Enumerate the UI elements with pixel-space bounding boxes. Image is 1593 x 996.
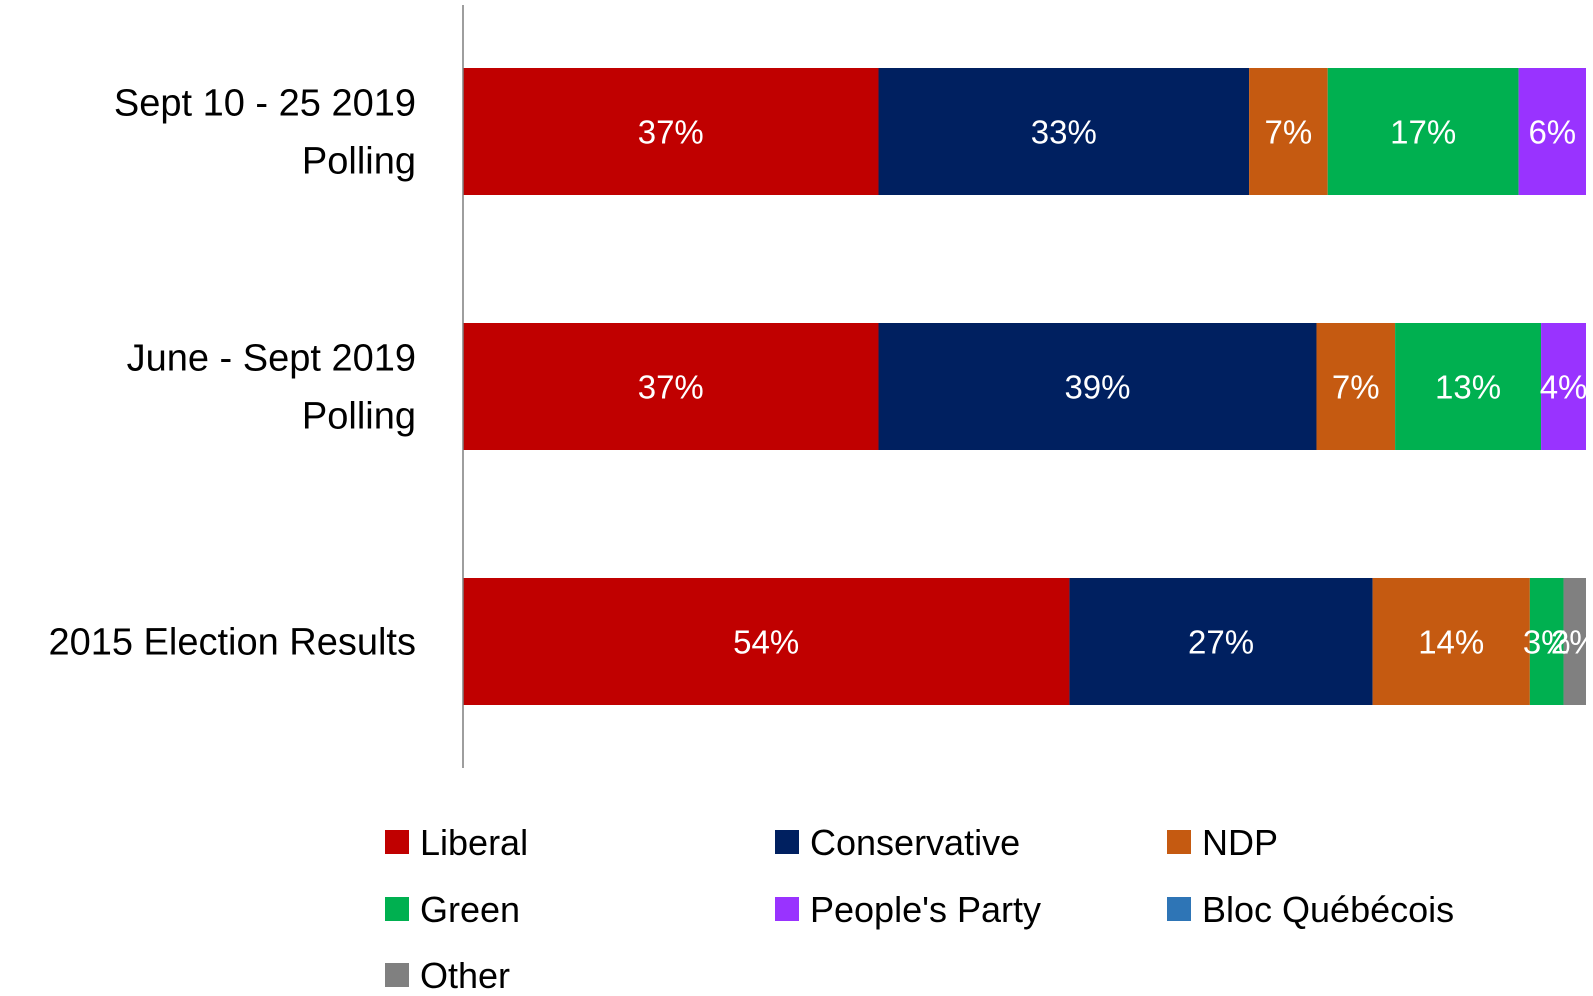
data-label-people-s-party-1: 4% [1540, 369, 1588, 406]
data-label-ndp-1: 7% [1332, 369, 1380, 406]
bar-conservative-2 [1069, 578, 1373, 705]
legend-label-people-s-party: People's Party [810, 889, 1041, 930]
bar-ndp-0 [1249, 68, 1328, 195]
category-labels-group: Sept 10 - 25 2019 Polling June - Sept 2019… [48, 83, 416, 664]
data-label-ndp-2: 14% [1418, 624, 1484, 661]
bar-people-s-party-0 [1518, 68, 1586, 195]
bar-green-1 [1395, 323, 1542, 450]
bar-ndp-2 [1372, 578, 1530, 705]
data-label-liberal-1: 37% [638, 369, 704, 406]
data-label-green-1: 13% [1435, 369, 1501, 406]
legend-item-green: Green [385, 889, 520, 930]
legend-swatch-bloc-qu-b-cois [1167, 897, 1191, 921]
legend-label-ndp: NDP [1202, 822, 1278, 863]
legend-item-people-s-party: People's Party [775, 889, 1041, 930]
bar-liberal-1 [463, 323, 879, 450]
legend-item-conservative: Conservative [775, 822, 1020, 863]
category-label-1-line-1: Polling [302, 396, 416, 438]
data-label-conservative-2: 27% [1188, 624, 1254, 661]
data-label-other-2: 2% [1551, 624, 1593, 661]
data-label-green-2: 3% [1523, 624, 1571, 661]
category-label-2-line-0: 2015 Election Results [48, 622, 416, 664]
data-label-liberal-0: 37% [638, 114, 704, 151]
legend-label-other: Other [420, 955, 510, 996]
legend-swatch-ndp [1167, 830, 1191, 854]
legend-item-ndp: NDP [1167, 822, 1278, 863]
data-label-green-0: 17% [1390, 114, 1456, 151]
legend-item-liberal: Liberal [385, 822, 528, 863]
bar-conservative-1 [878, 323, 1317, 450]
legend-label-green: Green [420, 889, 520, 930]
category-label-1-line-0: June - Sept 2019 [127, 338, 416, 380]
bar-green-0 [1327, 68, 1519, 195]
data-labels-group: 37% 33% 7% 17% 6% 37% 39% 7% 13% 4% 54% 27% 14% 3%2% [638, 114, 1593, 661]
bar-liberal-0 [463, 68, 879, 195]
legend-swatch-green [385, 897, 409, 921]
legend-item-bloc-qu-b-cois: Bloc Québécois [1167, 889, 1454, 930]
data-label-liberal-2: 54% [733, 624, 799, 661]
legend-item-other: Other [385, 955, 510, 996]
legend-swatch-conservative [775, 830, 799, 854]
category-label-0-line-0: Sept 10 - 25 2019 [114, 83, 416, 125]
bar-other-2 [1563, 578, 1586, 705]
bar-ndp-1 [1316, 323, 1396, 450]
legend: Liberal Conservative NDP Green People's Part… [385, 822, 1454, 996]
category-label-0-line-1: Polling [302, 141, 416, 183]
data-label-conservative-0: 33% [1031, 114, 1097, 151]
bar-liberal-2 [463, 578, 1070, 705]
data-label-people-s-party-0: 6% [1528, 114, 1576, 151]
data-label-conservative-1: 39% [1064, 369, 1130, 406]
legend-label-bloc-qu-b-cois: Bloc Québécois [1202, 889, 1454, 930]
bar-green-2 [1529, 578, 1564, 705]
legend-label-liberal: Liberal [420, 822, 528, 863]
legend-swatch-liberal [385, 830, 409, 854]
bar-conservative-0 [878, 68, 1250, 195]
bars-group [463, 68, 1586, 705]
legend-swatch-other [385, 963, 409, 987]
legend-label-conservative: Conservative [810, 822, 1020, 863]
legend-swatch-people-s-party [775, 897, 799, 921]
data-label-ndp-0: 7% [1265, 114, 1313, 151]
bar-people-s-party-1 [1541, 323, 1586, 450]
